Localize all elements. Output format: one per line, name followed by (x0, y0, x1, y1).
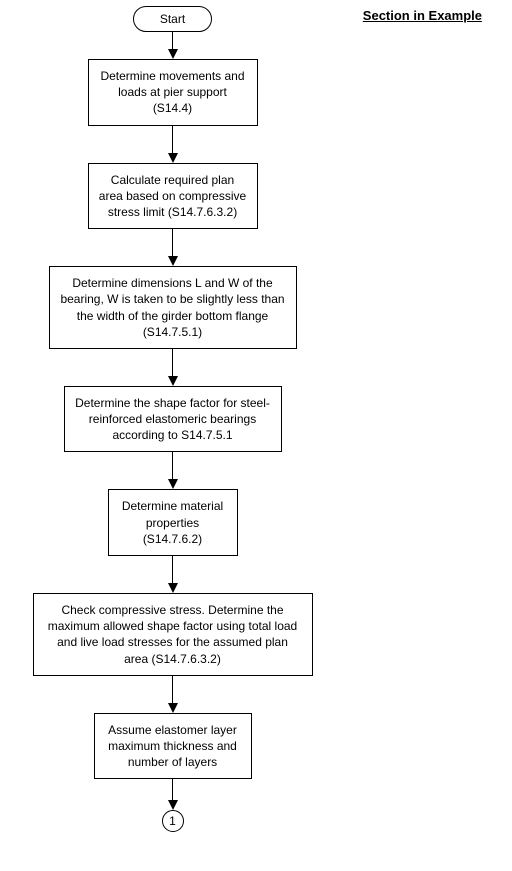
arrow (168, 126, 178, 163)
start-node: Start (133, 6, 212, 32)
arrow (168, 229, 178, 266)
arrow (168, 779, 178, 810)
step-4: Determine the shape factor for steel-rei… (64, 386, 282, 453)
step-5: Determine material properties (S14.7.6.2… (108, 489, 238, 556)
arrow (168, 452, 178, 489)
arrow (168, 349, 178, 386)
arrow (168, 676, 178, 713)
step-6: Check compressive stress. Determine the … (33, 593, 313, 676)
step-1: Determine movements and loads at pier su… (88, 59, 258, 126)
step-7: Assume elastomer layer maximum thickness… (94, 713, 252, 780)
flowchart: Start Determine movements and loads at p… (0, 6, 345, 832)
off-page-connector: 1 (162, 810, 184, 832)
step-3: Determine dimensions L and W of the bear… (49, 266, 297, 349)
arrow (168, 556, 178, 593)
arrow (168, 32, 178, 59)
section-header: Section in Example (363, 8, 482, 23)
step-2: Calculate required plan area based on co… (88, 163, 258, 230)
